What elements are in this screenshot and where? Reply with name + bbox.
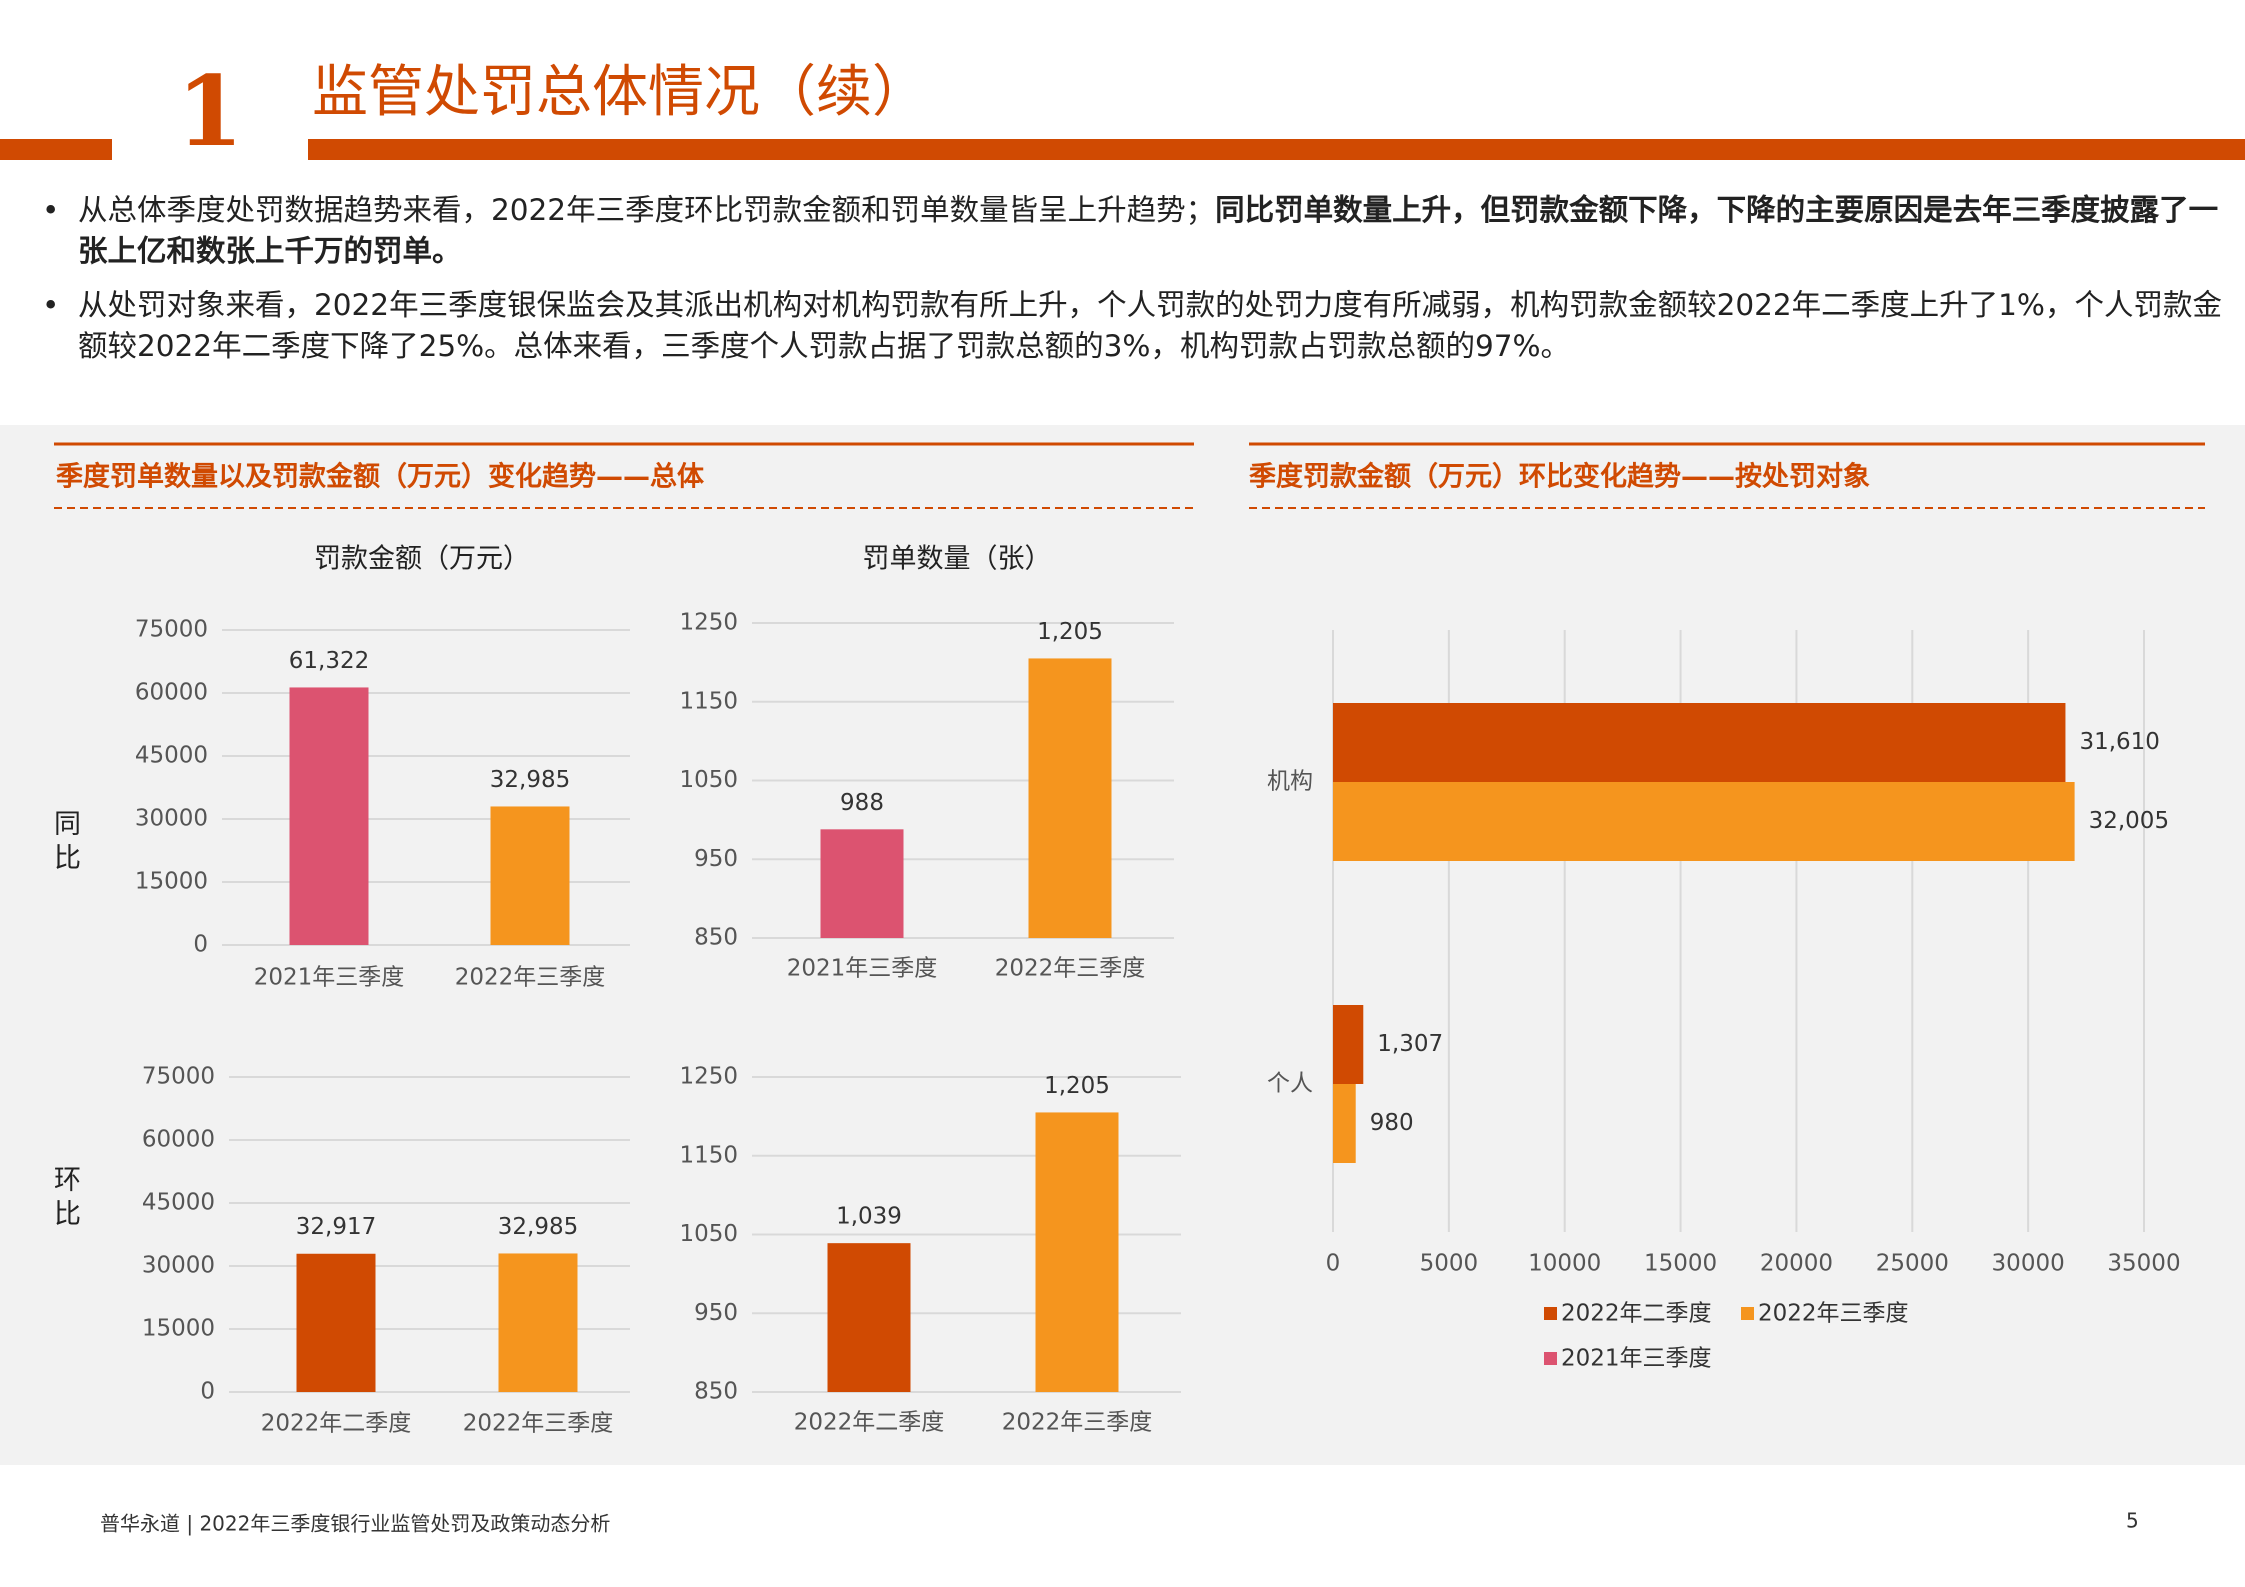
x-tick-label: 5000 bbox=[1420, 1251, 1479, 1277]
x-tick-label: 2022年三季度 bbox=[995, 956, 1146, 982]
legend-marker bbox=[1544, 1307, 1557, 1320]
page-title: 监管处罚总体情况（续） bbox=[312, 60, 928, 125]
x-tick-label: 10000 bbox=[1528, 1251, 1601, 1277]
y-tick-label: 45000 bbox=[135, 743, 208, 769]
bar bbox=[1333, 703, 2066, 782]
y-tick-label: 1150 bbox=[679, 1142, 738, 1168]
bar bbox=[289, 687, 369, 945]
bar bbox=[820, 829, 904, 938]
value-label: 32,005 bbox=[2089, 808, 2169, 834]
x-tick-label: 2022年三季度 bbox=[1002, 1410, 1153, 1436]
y-tick-label: 15000 bbox=[142, 1316, 215, 1342]
x-tick-label: 25000 bbox=[1876, 1251, 1949, 1277]
x-tick-label: 2021年三季度 bbox=[254, 965, 405, 991]
legend-label: 2022年三季度 bbox=[1758, 1301, 1909, 1327]
x-tick-label: 35000 bbox=[2107, 1251, 2180, 1277]
y-tick-label: 60000 bbox=[142, 1127, 215, 1153]
y-tick-label: 850 bbox=[694, 1379, 738, 1405]
legend-label: 2022年二季度 bbox=[1561, 1301, 1712, 1327]
value-label: 32,985 bbox=[498, 1214, 578, 1240]
y-tick-label: 75000 bbox=[135, 617, 208, 643]
bar bbox=[490, 806, 570, 945]
y-tick-label: 1050 bbox=[679, 767, 738, 793]
chart-title: 罚单数量（张） bbox=[863, 544, 1052, 575]
page-number: 5 bbox=[2126, 1509, 2139, 1533]
footer-source: 普华永道 | 2022年三季度银行业监管处罚及政策动态分析 bbox=[100, 1512, 610, 1536]
header-bar-left bbox=[0, 139, 112, 160]
x-tick-label: 2022年三季度 bbox=[455, 965, 606, 991]
row-label: 同比 bbox=[54, 809, 81, 874]
y-tick-label: 850 bbox=[694, 925, 738, 951]
y-tick-label: 1250 bbox=[679, 1064, 738, 1090]
legend-marker bbox=[1741, 1307, 1754, 1320]
y-tick-label: 75000 bbox=[142, 1064, 215, 1090]
row-label: 环比 bbox=[54, 1165, 81, 1230]
y-tick-label: 0 bbox=[193, 932, 208, 958]
panel-title: 季度罚单数量以及罚款金额（万元）变化趋势——总体 bbox=[56, 461, 705, 493]
bar bbox=[1333, 1084, 1356, 1163]
chart-title: 罚款金额（万元） bbox=[314, 544, 530, 575]
value-label: 1,205 bbox=[1037, 619, 1103, 645]
y-tick-label: 15000 bbox=[135, 869, 208, 895]
x-tick-label: 0 bbox=[1326, 1251, 1341, 1277]
bar bbox=[1035, 1112, 1119, 1392]
x-tick-label: 2022年二季度 bbox=[261, 1411, 412, 1437]
value-label: 1,039 bbox=[836, 1204, 902, 1230]
y-tick-label: 950 bbox=[694, 1300, 738, 1326]
bullet-text: 从处罚对象来看，2022年三季度银保监会及其派出机构对机构罚款有所上升，个人罚款… bbox=[78, 288, 2222, 363]
y-tick-label: 950 bbox=[694, 846, 738, 872]
legend-marker bbox=[1544, 1352, 1557, 1365]
x-tick-label: 30000 bbox=[1992, 1251, 2065, 1277]
value-label: 32,985 bbox=[490, 767, 570, 793]
value-label: 31,610 bbox=[2079, 729, 2159, 755]
bullet: 从总体季度处罚数据趋势来看，2022年三季度环比罚款金额和罚单数量皆呈上升趋势；… bbox=[40, 190, 2230, 272]
value-label: 988 bbox=[840, 790, 884, 816]
bar bbox=[1333, 782, 2075, 861]
y-tick-label: 1150 bbox=[679, 688, 738, 714]
value-label: 1,205 bbox=[1044, 1073, 1110, 1099]
legend-label: 2021年三季度 bbox=[1561, 1346, 1712, 1372]
value-label: 61,322 bbox=[289, 648, 369, 674]
bullet: 从处罚对象来看，2022年三季度银保监会及其派出机构对机构罚款有所上升，个人罚款… bbox=[40, 285, 2230, 367]
bullet-text: 从总体季度处罚数据趋势来看，2022年三季度环比罚款金额和罚单数量皆呈上升趋势； bbox=[78, 193, 1216, 227]
y-tick-label: 45000 bbox=[142, 1190, 215, 1216]
value-label: 1,307 bbox=[1377, 1031, 1443, 1057]
y-tick-label: 0 bbox=[200, 1379, 215, 1405]
y-tick-label: 个人 bbox=[1267, 1071, 1313, 1097]
y-tick-label: 60000 bbox=[135, 680, 208, 706]
y-tick-label: 1250 bbox=[679, 610, 738, 636]
header-bar bbox=[308, 139, 2245, 160]
bar bbox=[827, 1243, 911, 1392]
bar bbox=[1333, 1005, 1364, 1084]
x-tick-label: 2021年三季度 bbox=[787, 956, 938, 982]
section-number: 1 bbox=[177, 55, 244, 168]
bar bbox=[1028, 658, 1112, 938]
x-tick-label: 2022年二季度 bbox=[794, 1410, 945, 1436]
y-tick-label: 1050 bbox=[679, 1221, 738, 1247]
y-tick-label: 30000 bbox=[142, 1253, 215, 1279]
bullet-bold-text: 同比罚单数量上升，但罚款金额下降，下降的主要原因是去年三季度披露了一张上亿和数张… bbox=[78, 193, 2219, 268]
panel-title: 季度罚款金额（万元）环比变化趋势——按处罚对象 bbox=[1249, 461, 1870, 493]
bar bbox=[498, 1253, 578, 1392]
value-label: 32,917 bbox=[296, 1214, 376, 1240]
y-tick-label: 机构 bbox=[1267, 769, 1313, 795]
x-tick-label: 15000 bbox=[1644, 1251, 1717, 1277]
y-tick-label: 30000 bbox=[135, 806, 208, 832]
x-tick-label: 20000 bbox=[1760, 1251, 1833, 1277]
x-tick-label: 2022年三季度 bbox=[463, 1411, 614, 1437]
bar bbox=[296, 1253, 376, 1392]
value-label: 980 bbox=[1370, 1110, 1414, 1136]
